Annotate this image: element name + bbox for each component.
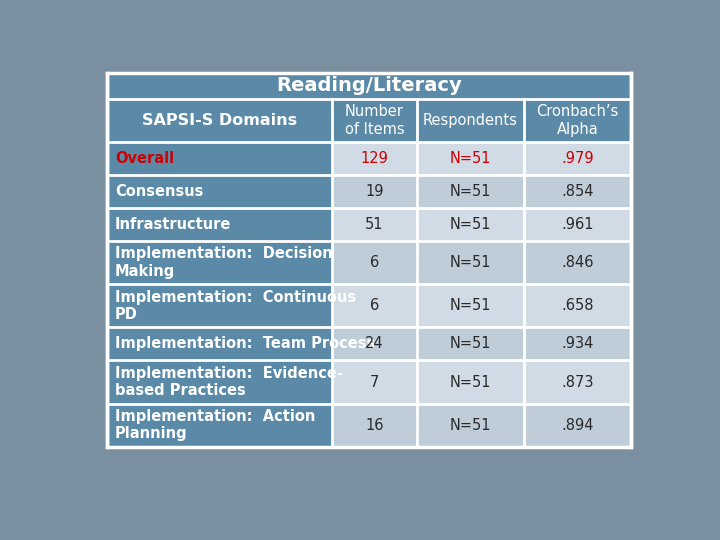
Text: .658: .658 xyxy=(561,298,594,313)
FancyBboxPatch shape xyxy=(524,241,631,284)
FancyBboxPatch shape xyxy=(417,361,524,403)
FancyBboxPatch shape xyxy=(417,175,524,208)
Text: Overall: Overall xyxy=(114,151,174,166)
Text: Implementation:  Decision
Making: Implementation: Decision Making xyxy=(114,246,333,279)
FancyBboxPatch shape xyxy=(524,327,631,361)
Text: Number
of Items: Number of Items xyxy=(345,104,404,137)
FancyBboxPatch shape xyxy=(332,403,417,447)
Text: .961: .961 xyxy=(561,217,594,232)
Text: N=51: N=51 xyxy=(450,184,491,199)
Text: Respondents: Respondents xyxy=(423,113,518,128)
Text: 129: 129 xyxy=(361,151,388,166)
Text: N=51: N=51 xyxy=(450,217,491,232)
FancyBboxPatch shape xyxy=(332,142,417,175)
FancyBboxPatch shape xyxy=(332,284,417,327)
Text: N=51: N=51 xyxy=(450,298,491,313)
Text: N=51: N=51 xyxy=(450,336,491,352)
Text: Implementation:  Evidence-
based Practices: Implementation: Evidence- based Practice… xyxy=(114,366,343,398)
Text: Cronbach’s
Alpha: Cronbach’s Alpha xyxy=(536,104,618,137)
FancyBboxPatch shape xyxy=(524,142,631,175)
FancyBboxPatch shape xyxy=(417,241,524,284)
FancyBboxPatch shape xyxy=(417,284,524,327)
FancyBboxPatch shape xyxy=(417,327,524,361)
Text: N=51: N=51 xyxy=(450,417,491,433)
Text: 19: 19 xyxy=(365,184,384,199)
FancyBboxPatch shape xyxy=(332,208,417,241)
FancyBboxPatch shape xyxy=(107,99,631,142)
FancyBboxPatch shape xyxy=(107,327,332,361)
FancyBboxPatch shape xyxy=(524,175,631,208)
Text: .894: .894 xyxy=(561,417,594,433)
FancyBboxPatch shape xyxy=(107,361,332,403)
FancyBboxPatch shape xyxy=(107,175,332,208)
FancyBboxPatch shape xyxy=(107,403,332,447)
FancyBboxPatch shape xyxy=(332,361,417,403)
Text: .979: .979 xyxy=(561,151,594,166)
FancyBboxPatch shape xyxy=(107,284,332,327)
Text: 6: 6 xyxy=(370,298,379,313)
Text: N=51: N=51 xyxy=(450,255,491,270)
Text: 6: 6 xyxy=(370,255,379,270)
FancyBboxPatch shape xyxy=(524,208,631,241)
FancyBboxPatch shape xyxy=(524,403,631,447)
Text: .854: .854 xyxy=(561,184,594,199)
Text: .846: .846 xyxy=(561,255,594,270)
Text: .934: .934 xyxy=(562,336,594,352)
FancyBboxPatch shape xyxy=(332,241,417,284)
FancyBboxPatch shape xyxy=(107,72,631,99)
Text: Infrastructure: Infrastructure xyxy=(114,217,231,232)
Text: Implementation:  Action
Planning: Implementation: Action Planning xyxy=(114,409,315,441)
FancyBboxPatch shape xyxy=(417,142,524,175)
Text: 16: 16 xyxy=(365,417,384,433)
Text: Reading/Literacy: Reading/Literacy xyxy=(276,77,462,96)
FancyBboxPatch shape xyxy=(107,142,332,175)
FancyBboxPatch shape xyxy=(524,284,631,327)
Text: Consensus: Consensus xyxy=(114,184,203,199)
Text: Implementation:  Team Process: Implementation: Team Process xyxy=(114,336,375,352)
FancyBboxPatch shape xyxy=(332,175,417,208)
FancyBboxPatch shape xyxy=(107,208,332,241)
Text: 51: 51 xyxy=(365,217,384,232)
Text: SAPSI-S Domains: SAPSI-S Domains xyxy=(142,113,297,128)
FancyBboxPatch shape xyxy=(417,403,524,447)
Text: .873: .873 xyxy=(561,375,594,389)
Text: Implementation:  Continuous
PD: Implementation: Continuous PD xyxy=(114,289,356,322)
Text: N=51: N=51 xyxy=(450,375,491,389)
Text: N=51: N=51 xyxy=(450,151,491,166)
FancyBboxPatch shape xyxy=(107,241,332,284)
FancyBboxPatch shape xyxy=(332,327,417,361)
FancyBboxPatch shape xyxy=(524,361,631,403)
Text: 24: 24 xyxy=(365,336,384,352)
Text: 7: 7 xyxy=(370,375,379,389)
FancyBboxPatch shape xyxy=(417,208,524,241)
